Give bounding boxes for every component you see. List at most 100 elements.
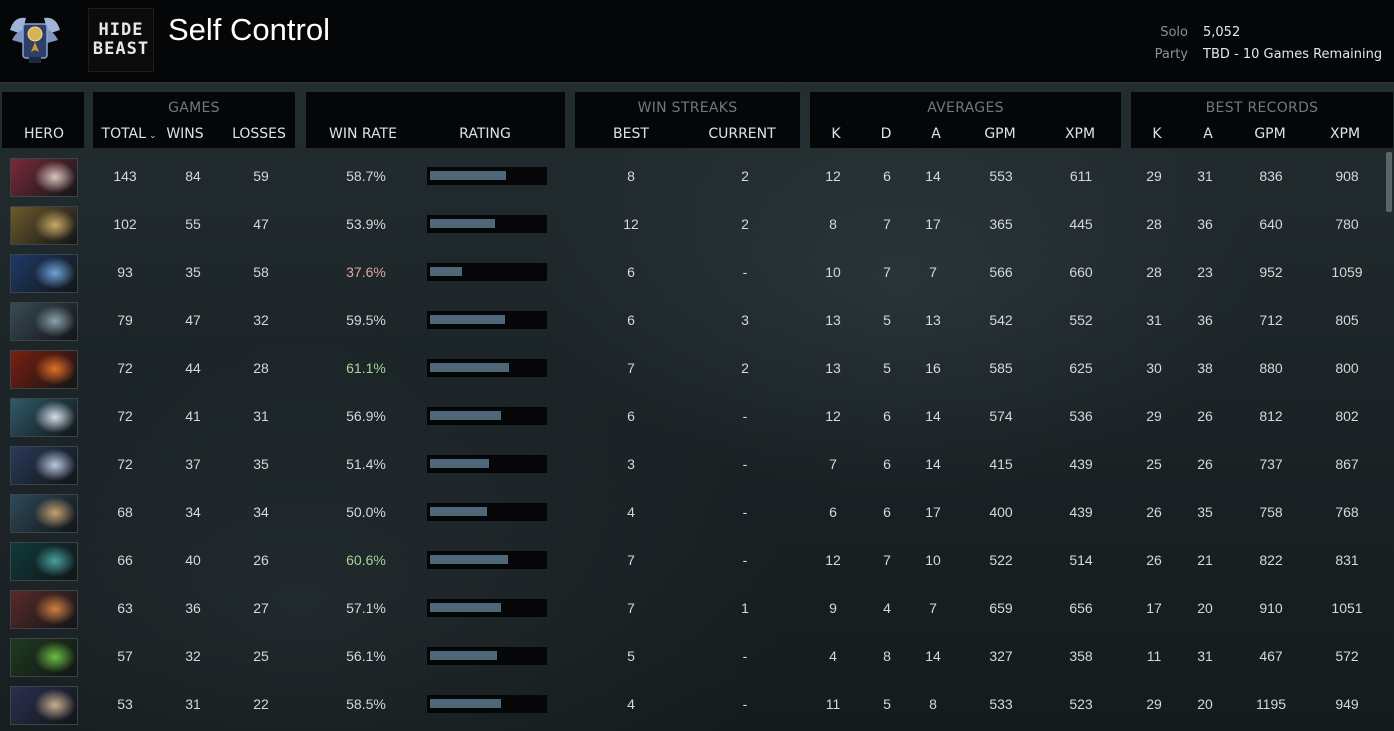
wins-cell: 41 <box>185 408 201 424</box>
avg-deaths-cell: 6 <box>883 168 891 184</box>
losses-cell: 47 <box>253 216 269 232</box>
hero-10-portrait-icon[interactable] <box>10 590 78 629</box>
best-streak-cell: 8 <box>627 168 635 184</box>
avg-kills-cell: 8 <box>829 216 837 232</box>
best-streak-cell: 3 <box>627 456 635 472</box>
hero-2-portrait-icon[interactable] <box>10 206 78 245</box>
best-streak-cell: 12 <box>623 216 639 232</box>
losses-cell: 25 <box>253 648 269 664</box>
total-games-cell: 79 <box>117 312 133 328</box>
record-kills-cell: 11 <box>1146 648 1162 664</box>
table-row[interactable]: 72 41 31 56.9% 6 - 12 6 14 574 536 29 26 812 802 <box>0 392 1394 440</box>
avg-assists-cell: 13 <box>925 312 941 328</box>
record-xpm-cell: 800 <box>1335 360 1359 376</box>
record-kills-cell: 28 <box>1146 264 1162 280</box>
table-row[interactable]: 93 35 58 37.6% 6 - 10 7 7 566 660 28 23 952 1059 <box>0 248 1394 296</box>
current-streak-cell: 1 <box>741 600 749 616</box>
rating-bar <box>427 695 547 713</box>
games-group-label: GAMES <box>168 100 220 116</box>
hero-6-portrait-icon[interactable] <box>10 398 78 437</box>
record-xpm-cell: 805 <box>1335 312 1359 328</box>
hero-4-portrait-icon[interactable] <box>10 302 78 341</box>
record-xpm-cell: 768 <box>1335 504 1359 520</box>
rating-bar-fill <box>430 171 506 180</box>
best-streak-cell: 7 <box>627 600 635 616</box>
total-games-cell: 72 <box>117 408 133 424</box>
hero-invoker-portrait-icon[interactable] <box>10 158 78 197</box>
rating-column-header[interactable]: RATING <box>459 126 511 142</box>
record-assists-cell: 21 <box>1197 552 1213 568</box>
avg-gpm-cell: 542 <box>989 312 1013 328</box>
hero-9-portrait-icon[interactable] <box>10 542 78 581</box>
hero-3-portrait-icon[interactable] <box>10 254 78 293</box>
total-games-cell: 53 <box>117 696 133 712</box>
win-rate-column-header[interactable]: WIN RATE <box>329 126 397 142</box>
rating-bar <box>427 215 547 233</box>
avg-gpm-column-header[interactable]: GPM <box>984 126 1016 142</box>
hero-5-portrait-icon[interactable] <box>10 350 78 389</box>
table-row[interactable]: 143 84 59 58.7% 8 2 12 6 14 553 611 29 31 836 908 <box>0 152 1394 200</box>
table-row[interactable]: 72 37 35 51.4% 3 - 7 6 14 415 439 25 26 737 867 <box>0 440 1394 488</box>
record-kills-cell: 25 <box>1146 456 1162 472</box>
win-rate-cell: 37.6% <box>346 264 386 280</box>
avg-xpm-cell: 358 <box>1069 648 1093 664</box>
hero-column-header[interactable]: HERO <box>23 126 65 142</box>
record-xpm-column-header[interactable]: XPM <box>1329 126 1361 142</box>
wins-cell: 32 <box>185 648 201 664</box>
avg-deaths-cell: 5 <box>883 312 891 328</box>
total-column-header[interactable]: TOTAL ⌄ <box>94 126 164 142</box>
hero-header-panel <box>2 92 84 148</box>
avg-kills-column-header[interactable]: K <box>831 126 841 142</box>
wins-column-header[interactable]: WINS <box>166 126 204 142</box>
record-assists-column-header[interactable]: A <box>1203 126 1213 142</box>
hero-11-portrait-icon[interactable] <box>10 638 78 677</box>
record-kills-cell: 17 <box>1146 600 1162 616</box>
current-streak-cell: 2 <box>741 168 749 184</box>
avg-xpm-column-header[interactable]: XPM <box>1064 126 1096 142</box>
win-rate-cell: 56.1% <box>346 648 386 664</box>
rating-bar <box>427 647 547 665</box>
table-row[interactable]: 79 47 32 59.5% 6 3 13 5 13 542 552 31 36 712 805 <box>0 296 1394 344</box>
table-row[interactable]: 63 36 27 57.1% 7 1 9 4 7 659 656 17 20 910 1051 <box>0 584 1394 632</box>
party-label: Party <box>1154 46 1188 62</box>
current-streak-cell: - <box>742 648 748 664</box>
table-row[interactable]: 102 55 47 53.9% 12 2 8 7 17 365 445 28 36 640 780 <box>0 200 1394 248</box>
avg-assists-cell: 14 <box>925 408 941 424</box>
best-streak-column-header[interactable]: BEST <box>613 126 649 142</box>
best-streak-cell: 4 <box>627 504 635 520</box>
avg-xpm-cell: 611 <box>1069 168 1093 184</box>
win-rate-cell: 59.5% <box>346 312 386 328</box>
record-gpm-cell: 1195 <box>1255 696 1287 712</box>
current-streak-column-header[interactable]: CURRENT <box>708 126 776 142</box>
avg-deaths-column-header[interactable]: D <box>880 126 892 142</box>
table-row[interactable]: 53 31 22 58.5% 4 - 11 5 8 533 523 29 20 1195 949 <box>0 680 1394 728</box>
scrollbar-thumb[interactable] <box>1386 152 1392 212</box>
rating-bar-fill <box>430 651 497 660</box>
rating-bar <box>427 455 547 473</box>
losses-cell: 58 <box>253 264 269 280</box>
avg-assists-cell: 7 <box>929 264 937 280</box>
table-row[interactable]: 68 34 34 50.0% 4 - 6 6 17 400 439 26 35 758 768 <box>0 488 1394 536</box>
hero-12-portrait-icon[interactable] <box>10 686 78 725</box>
wins-cell: 47 <box>185 312 201 328</box>
losses-column-header[interactable]: LOSSES <box>232 126 286 142</box>
avg-xpm-cell: 445 <box>1069 216 1093 232</box>
record-gpm-column-header[interactable]: GPM <box>1254 126 1286 142</box>
table-row[interactable]: 66 40 26 60.6% 7 - 12 7 10 522 514 26 21 822 831 <box>0 536 1394 584</box>
current-streak-cell: - <box>742 264 748 280</box>
record-xpm-cell: 572 <box>1335 648 1359 664</box>
avg-gpm-cell: 400 <box>989 504 1013 520</box>
record-assists-cell: 36 <box>1197 312 1213 328</box>
record-gpm-cell: 712 <box>1259 312 1283 328</box>
current-streak-cell: - <box>742 552 748 568</box>
record-kills-column-header[interactable]: K <box>1152 126 1162 142</box>
table-row[interactable]: 57 32 25 56.1% 5 - 4 8 14 327 358 11 31 467 572 <box>0 632 1394 680</box>
total-games-cell: 68 <box>117 504 133 520</box>
hero-8-portrait-icon[interactable] <box>10 494 78 533</box>
averages-header-panel <box>810 92 1121 148</box>
current-streak-cell: 2 <box>741 360 749 376</box>
avg-xpm-cell: 439 <box>1069 504 1093 520</box>
hero-7-portrait-icon[interactable] <box>10 446 78 485</box>
avg-assists-column-header[interactable]: A <box>931 126 941 142</box>
table-row[interactable]: 72 44 28 61.1% 7 2 13 5 16 585 625 30 38 880 800 <box>0 344 1394 392</box>
